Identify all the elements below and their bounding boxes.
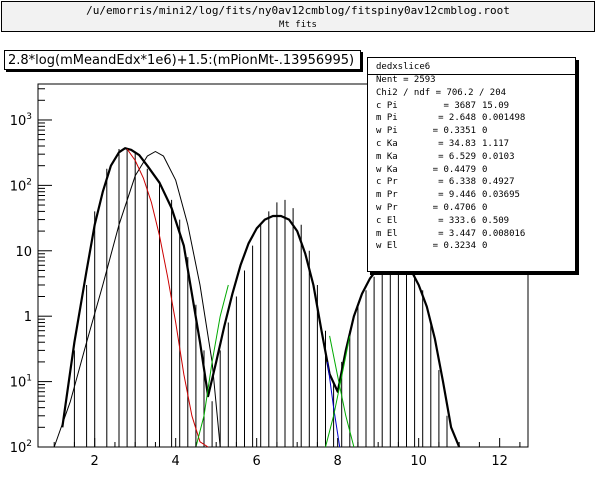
stats-value: = 0.4706: [432, 202, 476, 213]
stats-name: w Pr: [376, 202, 398, 213]
stats-name: m Pi: [376, 113, 398, 124]
y-tick-label: 103: [10, 112, 32, 129]
stats-name: c Pr: [376, 177, 398, 188]
y-tick-label: 10: [15, 245, 32, 260]
stats-error: 0.008016: [482, 228, 526, 239]
stats-name: c Ka: [376, 138, 398, 149]
stats-name: c El: [376, 215, 398, 226]
stats-name: m El: [376, 228, 398, 239]
x-tick-label: 6: [253, 454, 261, 469]
stats-error: 0: [482, 202, 488, 213]
stats-error: 0.0103: [482, 151, 515, 162]
y-tick-label: 102: [10, 177, 32, 194]
y-tick-exponent: 1: [26, 374, 32, 384]
y-tick-exponent: 2: [26, 439, 32, 449]
x-tick-label: 2: [91, 454, 99, 469]
stats-row: c El = 333.6 0.509: [376, 215, 575, 228]
canvas-title: Mt fits: [1, 19, 595, 32]
stats-value: = 333.6: [438, 215, 476, 226]
y-tick-label: 1: [24, 310, 32, 325]
stats-row: w El = 0.3234 0: [376, 240, 575, 253]
stats-error: 0: [482, 241, 488, 252]
fit-curve-3: [126, 148, 209, 448]
x-tick-label: 10: [410, 454, 427, 469]
stats-rows: c Pi = 3687 15.09 m Pi = 2.648 0.001498 w Pi = …: [376, 100, 575, 254]
stats-value: = 6.338: [438, 177, 476, 188]
stats-value: = 0.4479: [432, 164, 476, 175]
fit-curve-6: [329, 335, 355, 448]
stats-error: 0: [482, 126, 488, 137]
stats-name: m Pr: [376, 190, 398, 201]
stats-value: = 2.648: [438, 113, 476, 124]
x-tick-label: 8: [334, 454, 342, 469]
stats-row: m Pr = 9.446 0.03695: [376, 189, 575, 202]
fit-curve-7: [325, 335, 351, 448]
stats-error: 1.117: [482, 138, 510, 149]
stats-name: dedxslice6: [376, 62, 431, 72]
stats-error: 0.03695: [482, 190, 520, 201]
stats-row: w Pi = 0.3351 0: [376, 125, 575, 138]
stats-name: w Ka: [376, 164, 398, 175]
stats-entries: Nent = 2593: [376, 75, 436, 85]
stats-name: w El: [376, 241, 398, 252]
stats-divider: [368, 74, 575, 75]
stats-name: c Pi: [376, 100, 398, 111]
stats-value: = 6.529: [438, 151, 476, 162]
stats-row: m El = 3.447 0.008016: [376, 228, 575, 241]
stats-error: 0.001498: [482, 113, 526, 124]
y-tick-exponent: 2: [26, 177, 32, 187]
y-tick-exponent: 3: [26, 112, 32, 122]
x-tick-label: 4: [172, 454, 180, 469]
stats-value: = 3.447: [438, 228, 476, 239]
stats-value: = 3687: [443, 100, 476, 111]
stats-row: c Pi = 3687 15.09: [376, 100, 575, 113]
stats-error: 15.09: [482, 100, 510, 111]
stats-row: m Pi = 2.648 0.001498: [376, 112, 575, 125]
stats-name: w Pi: [376, 126, 398, 137]
y-tick-label: 102: [10, 439, 32, 456]
stats-chi2: Chi2 / ndf = 706.2 / 204: [376, 87, 507, 98]
stats-row: c Pr = 6.338 0.4927: [376, 176, 575, 189]
histogram-title: 2.8*log(mMeandEdx*1e6)+1.5:(mPionMt-.139…: [4, 50, 361, 70]
fit-curve-5: [327, 361, 341, 448]
x-tick-label: 12: [491, 454, 508, 469]
stats-value: = 34.83: [438, 138, 476, 149]
stats-name: m Ka: [376, 151, 398, 162]
stats-value: = 9.446: [438, 190, 476, 201]
stats-error: 0.509: [482, 215, 510, 226]
stats-value: = 0.3351: [432, 126, 476, 137]
y-tick-label: 101: [10, 374, 32, 391]
fit-curve-2: [53, 151, 221, 448]
stats-value: = 0.3234: [432, 241, 476, 252]
stats-row: c Ka = 34.83 1.117: [376, 138, 575, 151]
stats-error: 0.4927: [482, 177, 515, 188]
fit-curve-4: [195, 284, 229, 448]
stats-row: w Ka = 0.4479 0: [376, 164, 575, 177]
stats-box: dedxslice6 Nent = 2593 Chi2 / ndf = 706.…: [367, 57, 576, 272]
stats-row: m Ka = 6.529 0.0103: [376, 151, 575, 164]
stats-error: 0: [482, 164, 488, 175]
stats-row: w Pr = 0.4706 0: [376, 202, 575, 215]
